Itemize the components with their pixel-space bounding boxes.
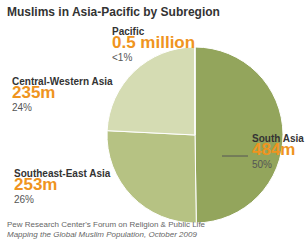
svg-text:Pacific0.5 million<1%: Pacific0.5 million<1% bbox=[112, 26, 195, 63]
svg-text:South Asia484m50%: South Asia484m50% bbox=[252, 133, 304, 170]
svg-text:Central-Western Asia235m24%: Central-Western Asia235m24% bbox=[12, 76, 113, 113]
svg-text:Pew Research Center's Forum on: Pew Research Center's Forum on Religion … bbox=[7, 220, 206, 239]
svg-text:Muslims in Asia-Pacific by Sub: Muslims in Asia-Pacific by Subregion bbox=[7, 5, 220, 19]
svg-text:Southeast-East Asia253m26%: Southeast-East Asia253m26% bbox=[14, 168, 111, 205]
